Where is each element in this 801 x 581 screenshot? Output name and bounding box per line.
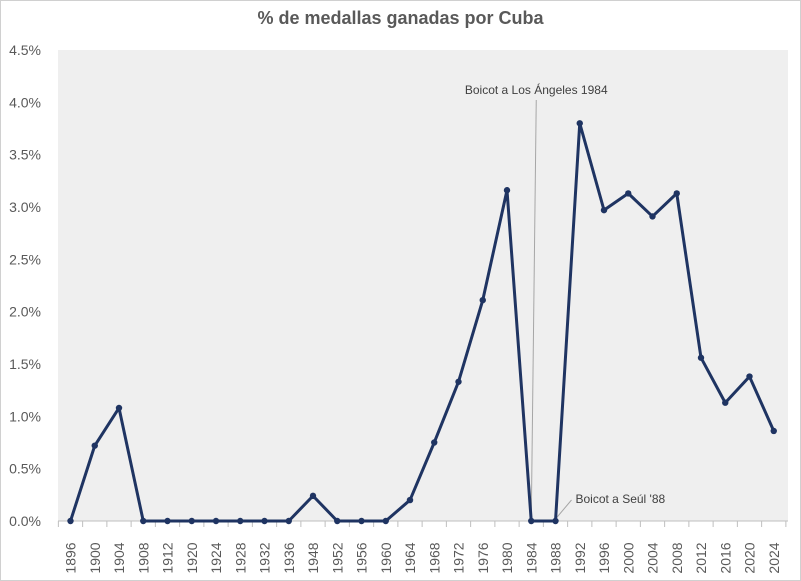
data-point: [115, 404, 123, 412]
data-point: [237, 517, 244, 525]
x-tick-label: 1956: [354, 542, 370, 573]
data-point: [503, 187, 511, 194]
data-point: [625, 190, 632, 197]
x-tick-label: 1920: [184, 542, 200, 573]
x-tick-label: 1908: [135, 542, 151, 573]
annotation-label-1984: Boicot a Los Ángeles 1984: [465, 82, 608, 97]
x-tick-label: 1984: [523, 542, 539, 573]
y-tick-label: 4.5%: [9, 42, 41, 58]
annotation-leader-1984: [530, 99, 537, 522]
x-tick-label: 1896: [63, 542, 79, 573]
data-point: [140, 517, 147, 525]
x-tick-label: 1964: [402, 542, 418, 573]
x-tick-label: 1928: [232, 542, 248, 573]
x-tick-label: 1912: [160, 542, 176, 573]
data-point: [479, 296, 486, 304]
annotation-label-1988: Boicot a Seúl '88: [576, 492, 666, 506]
x-tick-label: 1904: [111, 542, 127, 573]
x-tick-label: 1960: [378, 542, 394, 573]
y-tick-label: 2.5%: [9, 251, 41, 267]
data-point: [382, 517, 389, 525]
x-tick-label: 2004: [645, 542, 661, 573]
data-point: [649, 213, 656, 220]
data-point: [261, 517, 268, 525]
data-point: [722, 399, 729, 406]
data-point: [406, 496, 414, 504]
data-point: [358, 517, 365, 525]
x-tick-label: 1968: [426, 542, 442, 573]
y-tick-label: 1.0%: [9, 408, 41, 424]
x-tick-label: 1988: [548, 542, 564, 573]
data-point: [746, 373, 753, 380]
data-point: [91, 442, 98, 449]
x-tick-label: 1980: [499, 542, 515, 573]
y-tick-label: 0.0%: [9, 513, 41, 529]
data-point: [309, 492, 317, 500]
x-tick-label: 1948: [305, 542, 321, 573]
data-point: [67, 517, 74, 525]
y-tick-label: 0.5%: [9, 461, 41, 477]
x-tick-label: 1992: [572, 542, 588, 573]
data-point: [600, 206, 608, 214]
x-tick-label: 2016: [717, 542, 733, 573]
x-tick-label: 1996: [596, 542, 612, 573]
x-tick-label: 2024: [766, 542, 782, 573]
x-tick-label: 1900: [87, 542, 103, 573]
data-point: [770, 427, 777, 435]
x-tick-label: 2000: [620, 542, 636, 573]
x-tick-label: 1972: [451, 542, 467, 573]
x-tick-label: 2008: [669, 542, 685, 573]
data-point: [164, 517, 171, 525]
plot-area: [58, 50, 788, 521]
y-tick-label: 3.5%: [9, 147, 41, 163]
x-tick-label: 1936: [281, 542, 297, 573]
data-point: [528, 517, 535, 525]
chart-title: % de medallas ganadas por Cuba: [257, 8, 544, 28]
y-tick-label: 4.0%: [9, 94, 41, 110]
data-point: [673, 190, 680, 197]
x-tick-label: 1976: [475, 542, 491, 573]
annotation-leader-1988: [555, 499, 572, 520]
y-tick-label: 3.0%: [9, 199, 41, 215]
data-point: [431, 439, 438, 446]
x-tick-label: 2020: [742, 542, 758, 573]
y-tick-label: 1.5%: [9, 356, 41, 372]
data-point: [576, 120, 583, 127]
x-tick-label: 1932: [257, 542, 273, 573]
data-point: [188, 517, 195, 525]
data-point: [212, 517, 220, 525]
x-tick-label: 1952: [329, 542, 345, 573]
data-point: [552, 517, 559, 525]
x-tick-label: 2012: [693, 542, 709, 573]
series-line: [69, 121, 776, 523]
y-tick-label: 2.0%: [9, 304, 41, 320]
data-point: [285, 517, 292, 525]
data-point: [334, 517, 341, 525]
x-tick-label: 1924: [208, 542, 224, 573]
data-point: [697, 354, 705, 361]
data-point: [455, 378, 462, 385]
